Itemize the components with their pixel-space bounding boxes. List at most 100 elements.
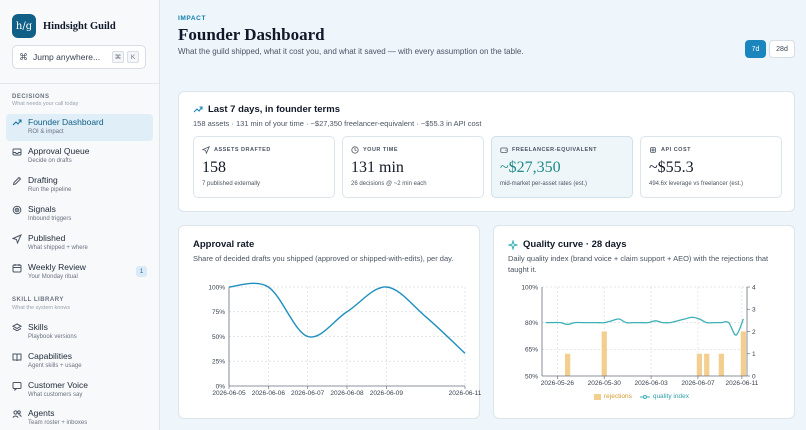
quality-curve-chart: 100% 80% 65% 50% 4 3 2 1 0 2026-05-26 2026-05-30 20… [521,284,758,387]
stat-your-time: YOUR TIME 131 min 26 decisions @ ~2 min … [342,136,484,198]
sidebar-item-sub: Run the pipeline [28,187,72,193]
y-tick-label: 25% [212,359,225,366]
sidebar-item-label: Customer Voice [28,380,88,390]
sidebar-item-drafting[interactable]: Drafting Run the pipeline [6,172,153,199]
range-28d-button[interactable]: 28d [769,40,795,58]
users-icon [12,410,22,418]
x-tick-label: 2026-06-03 [634,380,668,387]
book-icon [12,353,22,362]
legend-item-quality-index[interactable]: quality index [639,393,689,400]
sidebar: h/g Hindsight Guild ⌘ Jump anywhere... ⌘… [0,0,160,430]
y-tick-label: 100% [208,284,225,291]
rejection-bar [696,353,703,376]
page-description: What the guild shipped, what it cost you… [178,47,524,56]
sidebar-item-skills[interactable]: Skills Playbook versions [6,319,153,346]
approval-rate-title: Approval rate [193,239,255,250]
x-tick-label: 2026-06-09 [370,390,404,397]
x-tick-label: 2026-05-26 [541,380,575,387]
sidebar-item-sub: Team roster + inboxes [28,420,88,426]
x-tick-label: 2026-06-11 [725,380,758,387]
right-y-tick-label: 3 [752,307,756,314]
sidebar-item-sub: Playbook versions [28,334,77,340]
command-icon: ⌘ [19,51,28,62]
range-7d-button[interactable]: 7d [745,40,766,58]
layers-icon [12,323,22,332]
left-y-tick-label: 80% [525,320,538,327]
pencil-icon [12,176,22,186]
stat-label: ASSETS DRAFTED [214,147,271,153]
chart-legend: rejections quality index [594,393,689,400]
x-tick-label: 2026-06-11 [449,390,481,397]
sidebar-item-label: Capabilities [28,351,72,361]
stat-value: ~$55.3 [649,159,694,176]
jump-search-button[interactable]: ⌘ Jump anywhere... ⌘ K [12,45,146,69]
quality-curve-description: Daily quality index (brand voice + claim… [508,254,769,274]
right-y-tick-label: 2 [752,329,756,336]
stat-value: ~$27,350 [500,159,561,176]
y-tick-label: 0% [216,383,226,390]
brand-name: Hindsight Guild [43,20,116,32]
legend-item-rejections[interactable]: rejections [594,393,632,400]
sidebar-item-signals[interactable]: Signals Inbound triggers [6,201,153,228]
stat-label: FREELANCER-EQUIVALENT [512,147,597,153]
sidebar-item-label: Agents [28,408,55,418]
section-title-decisions: DECISIONS [12,94,50,100]
jump-label: Jump anywhere... [33,52,101,62]
stat-note: 7 published externally [202,181,261,187]
trend-up-icon [12,119,22,126]
clock-icon [351,146,359,154]
sidebar-item-founder-dashboard[interactable]: Founder Dashboard ROI & impact [6,114,153,141]
rejection-bar [740,331,746,376]
x-tick-label: 2026-06-08 [330,390,364,397]
y-tick-label: 75% [212,309,225,316]
rejection-bar [564,353,571,376]
sidebar-item-approval-queue[interactable]: Approval Queue Decide on drafts [6,143,153,170]
brand[interactable]: h/g Hindsight Guild [12,14,116,38]
sidebar-item-published[interactable]: Published What shipped + where [6,230,153,257]
quality-curve-title: Quality curve · 28 days [523,239,627,250]
stat-freelancer-equivalent: FREELANCER-EQUIVALENT ~$27,350 mid-marke… [491,136,633,198]
left-y-tick-label: 50% [525,373,538,380]
sidebar-item-capabilities[interactable]: Capabilities Agent skills + usage [6,348,153,375]
legend-label: quality index [652,393,689,400]
stat-value: 158 [202,159,226,176]
x-tick-label: 2026-06-07 [681,380,715,387]
sidebar-item-sub: What shipped + where [28,245,88,251]
rejection-bar [704,353,710,376]
rejection-bar [718,353,725,376]
chip-icon [650,147,656,153]
section-subtitle-decisions: What needs your call today [12,101,79,107]
x-tick-label: 2026-06-06 [252,390,286,397]
right-y-tick-label: 0 [752,373,756,380]
sidebar-item-label: Published [28,233,66,243]
send-icon [12,234,22,244]
y-tick-label: 50% [212,334,225,341]
sidebar-item-label: Drafting [28,175,58,185]
quote-icon [12,382,22,391]
inbox-icon [12,148,22,156]
brand-logo: h/g [12,14,36,38]
legend-swatch [639,394,650,399]
stat-label: YOUR TIME [363,147,399,153]
summary-title: Last 7 days, in founder terms [208,104,340,115]
sidebar-item-label: Signals [28,204,56,214]
sidebar-item-weekly-review[interactable]: Weekly Review Your Monday ritual 1 [6,259,153,286]
quality-curve-card: Quality curve · 28 days Daily quality in… [493,225,795,419]
right-y-tick-label: 1 [752,351,756,358]
sidebar-item-label: Weekly Review [28,262,86,272]
sidebar-item-label: Approval Queue [28,146,90,156]
x-tick-label: 2026-05-30 [588,380,622,387]
sidebar-item-agents[interactable]: Agents Team roster + inboxes [6,405,153,430]
stat-note: mid-market per-asset rates (est.) [500,181,588,187]
stat-note: 494.6x leverage vs freelancer (est.) [649,181,744,187]
shortcut-key-k: K [127,51,139,63]
stat-api-cost: API COST ~$55.3 494.6x leverage vs freel… [640,136,782,198]
stat-label: API COST [661,147,691,153]
sidebar-item-sub: What customers say [28,392,83,398]
sidebar-item-customer-voice[interactable]: Customer Voice What customers say [6,377,153,404]
section-subtitle-skill-library: What the system knows [12,305,71,311]
right-y-tick-label: 4 [752,284,756,291]
section-title-skill-library: SKILL LIBRARY [12,297,64,303]
sidebar-item-sub: Agent skills + usage [28,363,82,369]
page-title: Founder Dashboard [178,25,325,44]
